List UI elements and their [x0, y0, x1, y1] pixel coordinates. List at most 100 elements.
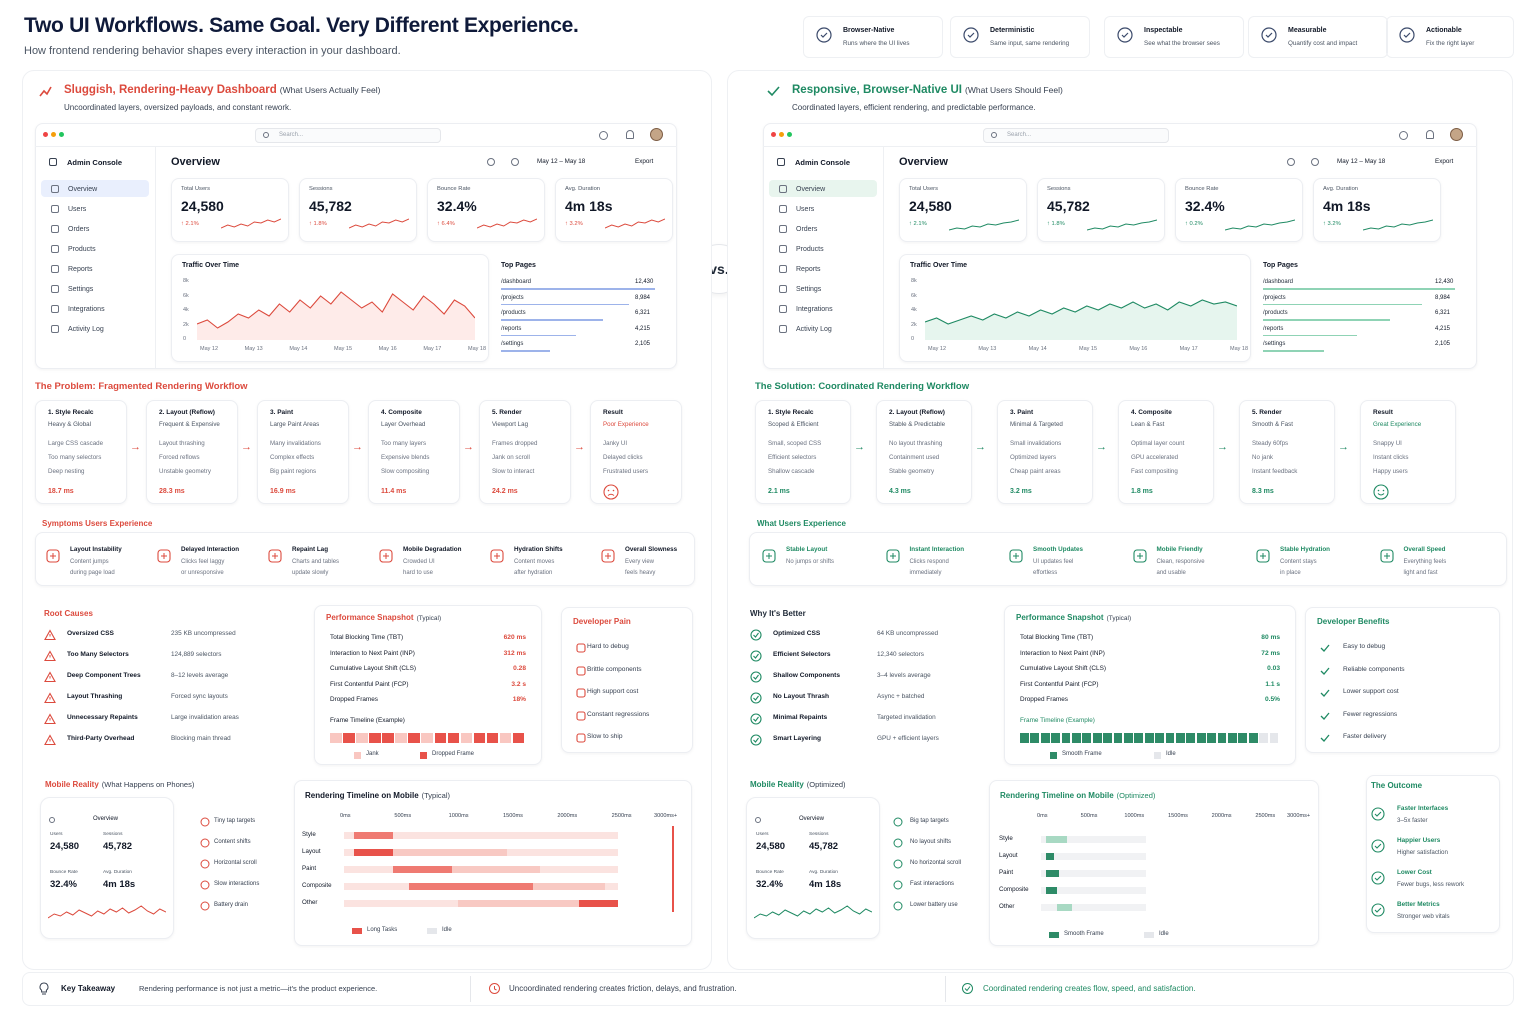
avatar[interactable] [1450, 128, 1463, 141]
sidebar-item-orders[interactable]: Orders [779, 225, 817, 233]
developer-item: Reliable components [1343, 665, 1405, 673]
symptom-title: Overall Slowness [625, 546, 678, 553]
window-control-dot [779, 132, 784, 137]
symptom-title: Delayed Interaction [181, 546, 240, 553]
sidebar-item-settings[interactable]: Settings [779, 285, 821, 293]
perf-metric-value: 1.1 s [1265, 680, 1280, 688]
kpi-sparkline [349, 216, 409, 236]
top-page-path[interactable]: /projects [501, 294, 524, 301]
sidebar-item-orders[interactable]: Orders [51, 225, 89, 233]
top-page-bar [501, 288, 655, 290]
top-page-bar [501, 319, 603, 321]
frame-bar [1051, 733, 1061, 743]
workflow-title: The Problem: Fragmented Rendering Workfl… [35, 381, 248, 392]
kpi-label: Bounce Rate [437, 186, 471, 192]
top-page-path[interactable]: /dashboard [1263, 279, 1294, 285]
sidebar-item-reports[interactable]: Reports [51, 265, 93, 273]
developer-item: Easy to debug [1343, 643, 1386, 650]
sidebar-item-users[interactable]: Users [51, 205, 86, 213]
y-tick-label: 8k [911, 278, 917, 284]
sidebar-item-activity-log[interactable]: Activity Log [779, 325, 832, 333]
top-page-path[interactable]: /reports [1263, 325, 1284, 332]
symptom-desc: light and fast [1403, 570, 1438, 576]
nav-icon [51, 305, 59, 313]
sidebar-item-products[interactable]: Products [51, 245, 96, 253]
export-button[interactable]: Export [635, 158, 654, 165]
frame-bar [473, 733, 486, 743]
date-range-picker[interactable]: May 12 – May 18 [537, 158, 586, 165]
kpi-value: 4m 18s [565, 198, 613, 214]
sidebar-item-integrations[interactable]: Integrations [779, 305, 833, 313]
top-page-bar [501, 350, 551, 352]
symptom-title: Mobile Friendly [1156, 546, 1203, 553]
mobile-title-note: (What Happens on Phones) [101, 780, 195, 789]
top-page-value: 2,105 [635, 341, 651, 347]
bell-icon[interactable] [1426, 130, 1434, 139]
top-page-value: 12,430 [1435, 279, 1454, 285]
settings-icon[interactable] [1311, 158, 1319, 166]
cause-value: Forced sync layouts [171, 693, 228, 700]
date-range-picker[interactable]: May 12 – May 18 [1337, 158, 1386, 165]
kpi-sparkline [477, 216, 537, 236]
result-detail: Happy users [1373, 468, 1408, 475]
step-detail: No layout thrashing [889, 440, 943, 447]
footer-divider [470, 976, 471, 1002]
legend-swatch [352, 928, 362, 934]
y-tick-label: 8k [183, 278, 189, 284]
sidebar-item-active[interactable] [41, 180, 149, 197]
sidebar-item-integrations[interactable]: Integrations [51, 305, 105, 313]
timeline-segment [458, 900, 579, 907]
result-subtitle: Poor Experience [603, 421, 649, 428]
top-page-path[interactable]: /dashboard [501, 279, 532, 285]
x-tick-label: May 15 [334, 346, 353, 352]
export-button[interactable]: Export [1435, 158, 1454, 165]
bug-icon [575, 732, 587, 744]
settings-icon[interactable] [511, 158, 519, 166]
arrow-right-icon: → [463, 441, 474, 453]
sidebar-item-overview[interactable]: Overview [51, 185, 97, 193]
feature-badge-desc: Fix the right layer [1426, 40, 1475, 47]
top-page-path[interactable]: /projects [1263, 294, 1286, 301]
perf-metric-name: Interaction to Next Paint (INP) [330, 649, 415, 657]
frame-bar [1030, 733, 1040, 743]
top-page-path[interactable]: /products [1263, 310, 1288, 316]
search-input[interactable] [255, 128, 441, 143]
perf-metric-name: Total Blocking Time (TBT) [1020, 634, 1094, 641]
clock-icon[interactable] [1399, 131, 1408, 140]
frame-bar [1092, 733, 1102, 743]
window-control-dot [59, 132, 64, 137]
avatar[interactable] [650, 128, 663, 141]
sidebar-item-overview[interactable]: Overview [779, 185, 825, 193]
search-input[interactable] [983, 128, 1169, 143]
step-name: 1. Style Recalc [48, 409, 94, 416]
bell-icon[interactable] [626, 130, 634, 139]
timeline-segment [1046, 870, 1060, 877]
sidebar-item-products[interactable]: Products [779, 245, 824, 253]
frame-bar [447, 733, 460, 743]
sidebar-item-users[interactable]: Users [779, 205, 814, 213]
symptom-title: Mobile Degradation [403, 546, 462, 553]
sidebar-item-label: Settings [796, 285, 822, 293]
bug-icon [575, 687, 587, 699]
checkmark-icon [1319, 642, 1331, 654]
refresh-icon[interactable] [1287, 158, 1295, 166]
timeline-tick: 2000ms [1211, 813, 1232, 819]
timeline-title-note: (Optimized) [1116, 791, 1156, 800]
step-subtitle: Stable & Predictable [889, 421, 946, 428]
sidebar-item-reports[interactable]: Reports [779, 265, 821, 273]
result-detail: Snappy UI [1373, 440, 1402, 447]
developer-panel [1305, 607, 1500, 753]
top-page-path[interactable]: /settings [501, 341, 524, 347]
perf-title: Performance Snapshot (Typical) [326, 613, 441, 622]
symptom-icon [156, 548, 172, 564]
top-page-path[interactable]: /products [501, 310, 526, 316]
top-page-path[interactable]: /settings [1263, 341, 1286, 347]
top-page-path[interactable]: /reports [501, 325, 522, 332]
x-tick-label: May 17 [423, 346, 442, 352]
sidebar-item-active[interactable] [769, 180, 877, 197]
clock-icon[interactable] [599, 131, 608, 140]
sidebar-item-activity-log[interactable]: Activity Log [51, 325, 104, 333]
symptom-title: Stable Layout [786, 546, 828, 553]
sidebar-item-settings[interactable]: Settings [51, 285, 93, 293]
refresh-icon[interactable] [487, 158, 495, 166]
